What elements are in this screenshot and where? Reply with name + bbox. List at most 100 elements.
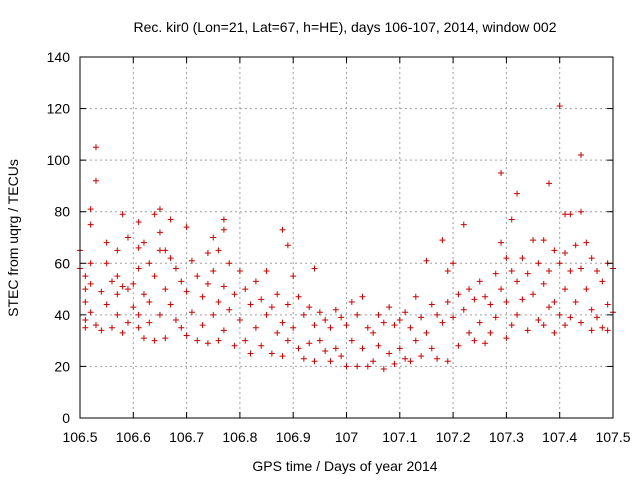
data-point [332, 306, 339, 313]
data-point [348, 337, 355, 344]
data-point [343, 363, 350, 370]
data-point [82, 324, 89, 331]
data-point [540, 280, 547, 287]
data-point [567, 268, 574, 275]
data-point [364, 363, 371, 370]
data-point [594, 314, 601, 321]
data-point [215, 298, 222, 305]
data-point [439, 319, 446, 326]
x-tick-label: 107.2 [436, 429, 471, 445]
y-tick-label: 20 [54, 358, 70, 374]
data-point [503, 255, 510, 262]
data-point [146, 298, 153, 305]
data-point [343, 322, 350, 329]
data-point [290, 324, 297, 331]
data-point [572, 242, 579, 249]
data-point [375, 311, 382, 318]
data-point [220, 283, 227, 290]
y-tick-label: 100 [47, 152, 71, 168]
x-tick-label: 107.4 [542, 429, 577, 445]
data-point [471, 296, 478, 303]
data-point [604, 327, 611, 334]
data-point [268, 304, 275, 311]
data-point [242, 337, 249, 344]
data-point [82, 286, 89, 293]
data-point [476, 278, 483, 285]
data-point [135, 265, 142, 272]
data-point [92, 177, 99, 184]
data-point [578, 319, 585, 326]
data-point [295, 345, 302, 352]
x-tick-label: 106.7 [169, 429, 204, 445]
data-point [370, 358, 377, 365]
data-point [87, 280, 94, 287]
data-point [172, 317, 179, 324]
data-point [178, 324, 185, 331]
data-point [98, 327, 105, 334]
data-point [220, 226, 227, 233]
data-point [236, 268, 243, 275]
data-point [151, 273, 158, 280]
data-point [348, 298, 355, 305]
data-point [407, 358, 414, 365]
data-point [551, 329, 558, 336]
data-point [162, 286, 169, 293]
data-point [535, 260, 542, 267]
data-point [204, 280, 211, 287]
data-point [263, 311, 270, 318]
data-point [103, 239, 110, 246]
data-point [156, 229, 163, 236]
data-point [82, 298, 89, 305]
data-point [242, 286, 249, 293]
data-point [386, 304, 393, 311]
data-point [402, 309, 409, 316]
data-point [162, 335, 169, 342]
data-point [471, 337, 478, 344]
data-point [466, 329, 473, 336]
data-point [236, 317, 243, 324]
data-point [130, 280, 137, 287]
data-point [556, 260, 563, 267]
axis-ticks [79, 56, 614, 419]
data-point [444, 358, 451, 365]
data-point [482, 340, 489, 347]
data-point [556, 102, 563, 109]
data-point [231, 342, 238, 349]
data-point [311, 358, 318, 365]
data-point [156, 206, 163, 213]
data-point [402, 355, 409, 362]
data-point [210, 311, 217, 318]
data-point [108, 278, 115, 285]
data-point [124, 319, 131, 326]
data-point [252, 278, 259, 285]
data-point [460, 306, 467, 313]
data-point [535, 317, 542, 324]
data-point [370, 329, 377, 336]
data-point [119, 329, 126, 336]
x-tick-label: 107.5 [595, 429, 630, 445]
data-point [540, 237, 547, 244]
data-point [439, 237, 446, 244]
data-point [140, 335, 147, 342]
data-point [562, 322, 569, 329]
data-point [492, 270, 499, 277]
data-point [455, 291, 462, 298]
data-point [226, 260, 233, 267]
data-point [167, 255, 174, 262]
data-point [418, 314, 425, 321]
data-point [514, 190, 521, 197]
data-point [583, 239, 590, 246]
data-point [434, 355, 441, 362]
data-point [514, 278, 521, 285]
data-point [460, 221, 467, 228]
data-point [300, 311, 307, 318]
data-point [386, 350, 393, 357]
data-point [92, 322, 99, 329]
data-point [556, 311, 563, 318]
data-point [332, 345, 339, 352]
data-point [220, 216, 227, 223]
data-point [167, 301, 174, 308]
data-point [135, 311, 142, 318]
data-point [572, 298, 579, 305]
y-tick-label: 0 [62, 410, 70, 426]
